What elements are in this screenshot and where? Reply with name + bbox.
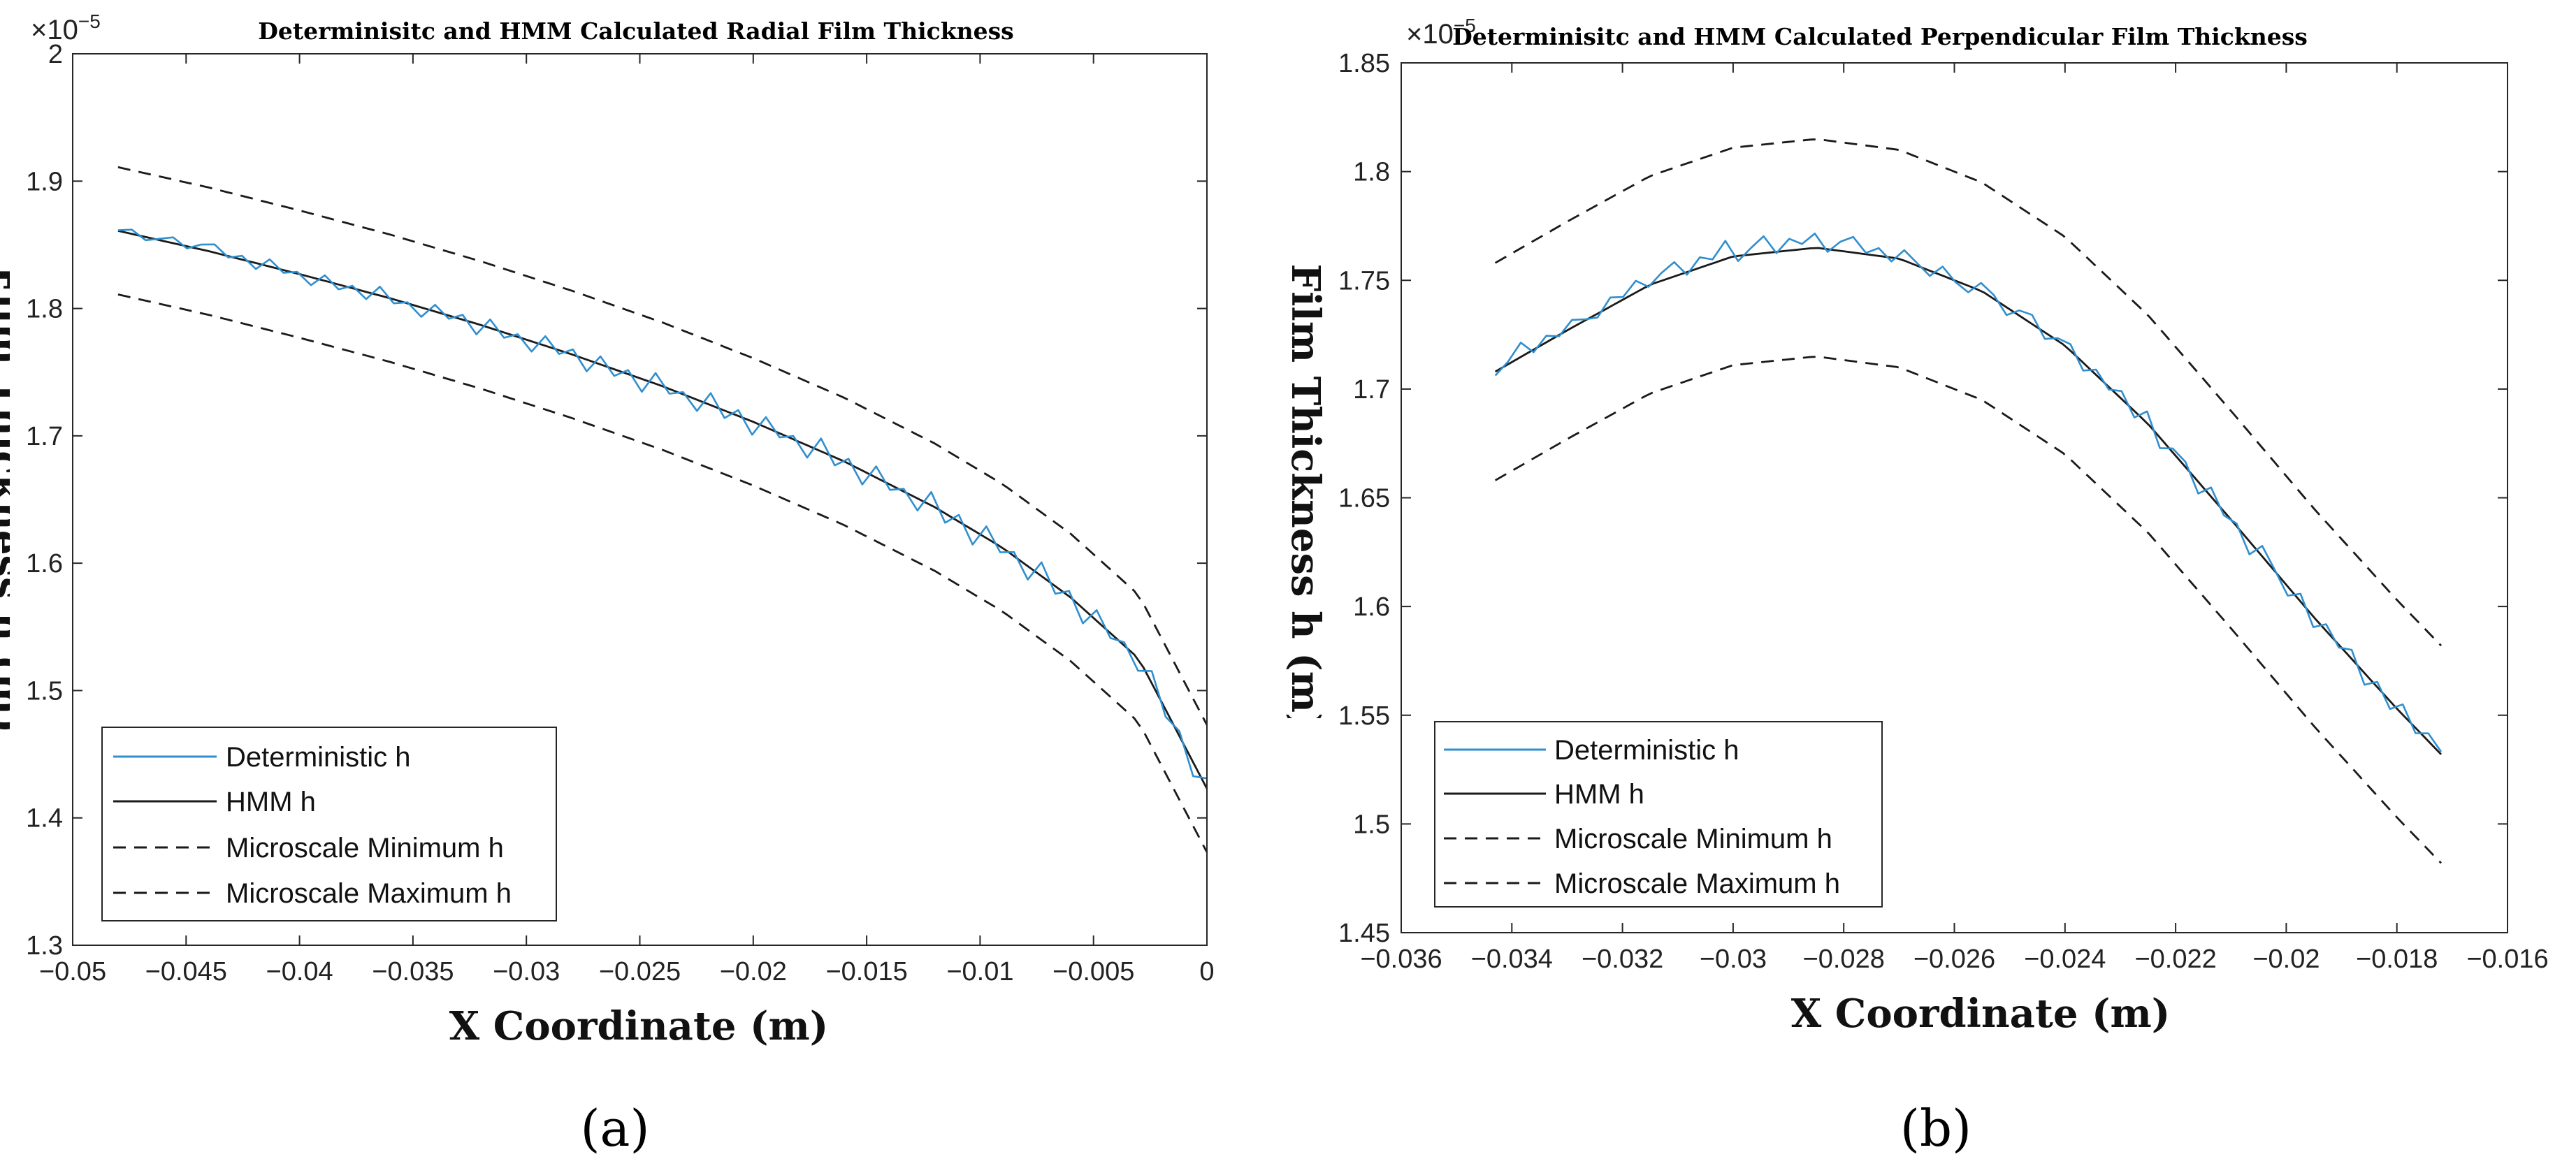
panel-b-series-hmm-h: [1494, 247, 2443, 755]
legend-label-deterministic: Deterministic h: [226, 742, 411, 773]
panel-a-y-tick-label: 1.6: [26, 549, 63, 578]
panel-b-ticks: [1401, 62, 2508, 933]
panel-a-y-axis-label: Film Thickness h (m): [0, 266, 29, 734]
panel-a-x-tick-label: −0.025: [599, 957, 681, 986]
panel-b-series-microscale-maximum-h: [1494, 138, 2443, 647]
panel-a-y-tick-label: 2: [48, 40, 63, 69]
panel-a-label: (a): [580, 1099, 649, 1158]
panel-b-series: [1494, 138, 2443, 864]
panel-a-x-tick-label: −0.01: [946, 957, 1013, 986]
panel-b-y-axis-label-wrapper: Film Thickness h (m): [1282, 264, 1329, 731]
panel-a-legend-box: [101, 727, 557, 921]
panel-b-axes-frame: [1401, 62, 2508, 933]
panel-b-x-tick-label: −0.034: [1471, 945, 1553, 974]
panel-a-x-tick-label: −0.005: [1052, 957, 1134, 986]
panel-a-y-tick-label: 1.5: [26, 676, 63, 706]
panel-a-x-tick-label: −0.045: [145, 957, 227, 986]
legend-label-hmm: HMM h: [226, 787, 316, 817]
panel-a-series-deterministic-h: [117, 228, 1208, 780]
panel-b-label: (b): [1900, 1099, 1971, 1158]
panel-a-series-microscale-minimum-h: [117, 293, 1208, 853]
panel-b-x-tick-label: −0.026: [1913, 945, 1995, 974]
panel-b-y-tick-label: 1.55: [1338, 701, 1390, 731]
panel-a-tick-labels: −0.05 −0.045 −0.04 −0.035 −0.03 −0.025 −0.02 −0…: [26, 40, 1214, 986]
panel-a-x-tick-label: −0.03: [493, 957, 560, 986]
panel-b-x-tick-label: −0.036: [1360, 945, 1442, 974]
panel-a-y-exponent: ×10−5: [31, 10, 101, 45]
panel-a-x-tick-label: −0.05: [39, 957, 106, 986]
panel-b-y-tick-label: 1.65: [1338, 484, 1390, 513]
panel-b-x-tick-label: −0.02: [2252, 945, 2320, 974]
panel-b-x-tick-label: −0.024: [2024, 945, 2106, 974]
panel-b-x-axis-label: X Coordinate (m): [1791, 991, 2170, 1037]
panel-a-series-microscale-maximum-h: [117, 166, 1208, 726]
panel-b-x-tick-label: −0.032: [1582, 945, 1663, 974]
panel-b-x-tick-label: −0.016: [2466, 945, 2548, 974]
panel-a: −0.05 −0.045 −0.04 −0.035 −0.03 −0.025 −0.02 −0…: [0, 10, 1215, 1158]
panel-a-y-axis-label-wrapper: Film Thickness h (m): [0, 266, 29, 734]
panel-b-x-tick-label: −0.018: [2356, 945, 2438, 974]
panel-b-series-microscale-minimum-h: [1494, 356, 2443, 864]
panel-b-x-tick-label: −0.022: [2134, 945, 2216, 974]
panel-a-y-tick-label: 1.3: [26, 931, 63, 961]
panel-b-tick-labels: −0.036 −0.034 −0.032 −0.03 −0.028 −0.026 −0.02…: [1338, 49, 2549, 974]
panel-a-x-axis-label: X Coordinate (m): [449, 1003, 828, 1049]
legend-b-label-micro-min: Microscale Minimum h: [1554, 824, 1832, 854]
panel-b-y-axis-label: Film Thickness h (m): [1282, 264, 1329, 731]
legend-b-label-deterministic: Deterministic h: [1554, 735, 1739, 766]
panel-b-y-tick-label: 1.45: [1338, 919, 1390, 948]
panel-b-y-tick-label: 1.85: [1338, 49, 1390, 78]
panel-b-legend-box: [1434, 721, 1883, 908]
panel-a-y-tick-label: 1.4: [26, 804, 63, 833]
panel-a-title: Determinisitc and HMM Calculated Radial …: [258, 17, 1014, 45]
panel-a-x-tick-label: −0.035: [372, 957, 454, 986]
panel-a-axes-frame: [72, 53, 1208, 946]
panel-a-y-tick-label: 1.9: [26, 167, 63, 196]
panel-b-y-tick-label: 1.6: [1353, 592, 1390, 622]
panel-b-y-exponent: ×10−5: [1406, 15, 1476, 50]
panel-b-series-deterministic-h: [1494, 232, 2443, 752]
legend-b-label-micro-max: Microscale Maximum h: [1554, 868, 1840, 899]
legend-label-micro-max: Microscale Maximum h: [226, 878, 512, 909]
panel-b: −0.036 −0.034 −0.032 −0.03 −0.028 −0.026 −0.02…: [1282, 15, 2549, 1158]
panel-a-x-tick-label: 0: [1199, 957, 1214, 986]
panel-b-y-tick-label: 1.8: [1353, 158, 1390, 187]
panel-b-y-tick-label: 1.5: [1353, 810, 1390, 839]
panel-a-y-tick-label: 1.8: [26, 295, 63, 324]
panel-b-x-tick-label: −0.03: [1700, 945, 1767, 974]
panel-a-x-tick-label: −0.02: [720, 957, 787, 986]
panel-b-title: Determinisitc and HMM Calculated Perpend…: [1452, 23, 2308, 50]
panel-b-y-tick-label: 1.75: [1338, 266, 1390, 296]
panel-b-x-tick-label: −0.028: [1803, 945, 1885, 974]
panel-a-x-tick-label: −0.015: [825, 957, 907, 986]
panel-a-x-tick-label: −0.04: [266, 957, 333, 986]
panel-a-series: [117, 166, 1208, 853]
legend-label-micro-min: Microscale Minimum h: [226, 833, 504, 864]
panel-a-y-tick-label: 1.7: [26, 422, 63, 451]
panel-b-legend: Deterministic h HMM h Microscale Minimum…: [1434, 721, 1883, 908]
panel-b-y-tick-label: 1.7: [1353, 375, 1390, 405]
panel-a-legend: Deterministic h HMM h Microscale Minimum…: [101, 727, 557, 921]
legend-b-label-hmm: HMM h: [1554, 779, 1644, 810]
